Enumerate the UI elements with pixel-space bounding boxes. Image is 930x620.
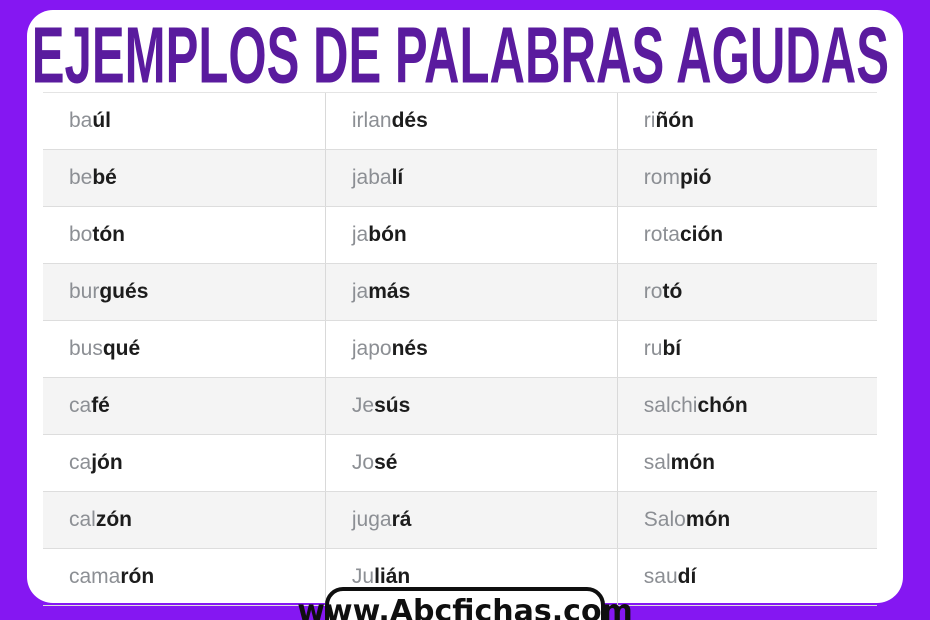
watermark-badge: www.Abcfichas.com <box>297 587 633 620</box>
word-cell: Salomón <box>616 492 877 548</box>
word-stressed-syllable: pió <box>679 166 712 189</box>
word-cell: busqué <box>43 321 325 377</box>
word-prefix: juga <box>351 508 392 531</box>
content-card: EJEMPLOS DE PALABRAS AGUDAS baúl irlandé… <box>27 10 903 606</box>
word-stressed-syllable: lián <box>374 565 411 588</box>
word-stressed-syllable: bón <box>368 223 407 246</box>
word-prefix: ja <box>351 223 369 246</box>
word-stressed-syllable: sús <box>374 394 411 417</box>
word-cell: irlandés <box>324 93 617 149</box>
word-stressed-syllable: lí <box>391 166 404 189</box>
word-stressed-syllable: chón <box>697 394 748 417</box>
word-cell: riñón <box>616 93 877 149</box>
word-cell: burgués <box>43 264 325 320</box>
word-cell: jabalí <box>324 150 617 206</box>
word-cell: rubí <box>616 321 877 377</box>
word-stressed-syllable: món <box>685 508 731 531</box>
word-prefix: ja <box>351 280 369 303</box>
table-row: baúl irlandés riñón <box>43 93 877 149</box>
word-stressed-syllable: tón <box>92 223 126 246</box>
word-stressed-syllable: ción <box>679 223 724 246</box>
word-stressed-syllable: qué <box>102 337 141 360</box>
word-stressed-syllable: bí <box>662 337 682 360</box>
word-prefix: jaba <box>351 166 392 189</box>
word-stressed-syllable: bé <box>92 166 117 189</box>
word-stressed-syllable: sé <box>374 451 398 474</box>
word-stressed-syllable: más <box>368 280 411 303</box>
word-prefix: rom <box>643 166 680 189</box>
word-cell: calzón <box>43 492 325 548</box>
word-prefix: Salo <box>643 508 686 531</box>
table-row: burgués jamás rotó <box>43 263 877 320</box>
word-prefix: ri <box>643 109 656 132</box>
table-row: busqué japonés rubí <box>43 320 877 377</box>
word-cell: Julián <box>324 549 617 605</box>
table-row: calzón jugará Salomón <box>43 491 877 548</box>
word-prefix: rota <box>643 223 680 246</box>
word-stressed-syllable: fé <box>91 394 110 417</box>
table-row: bebé jabalí rompió <box>43 149 877 206</box>
word-stressed-syllable: nés <box>391 337 428 360</box>
word-prefix: salchi <box>643 394 698 417</box>
word-cell: Jesús <box>324 378 617 434</box>
word-prefix: bo <box>69 223 93 246</box>
word-cell: rotación <box>616 207 877 263</box>
word-cell: jamás <box>324 264 617 320</box>
word-cell: cajón <box>43 435 325 491</box>
word-prefix: sau <box>643 565 678 588</box>
word-prefix: bur <box>69 280 100 303</box>
table-row: botón jabón rotación <box>43 206 877 263</box>
word-cell: japonés <box>324 321 617 377</box>
table-row: cajón José salmón <box>43 434 877 491</box>
word-prefix: ru <box>643 337 663 360</box>
table-row: camarón Julián saudí <box>43 548 877 605</box>
word-stressed-syllable: món <box>670 451 715 474</box>
word-prefix: sal <box>643 451 671 474</box>
word-stressed-syllable: dés <box>391 109 428 132</box>
word-prefix: ro <box>643 280 663 303</box>
word-stressed-syllable: tó <box>662 280 683 303</box>
word-stressed-syllable: zón <box>95 508 133 531</box>
word-cell: rotó <box>616 264 877 320</box>
word-prefix: Ju <box>351 565 375 588</box>
word-prefix: irlan <box>351 109 392 132</box>
word-cell: café <box>43 378 325 434</box>
word-cell: José <box>324 435 617 491</box>
word-prefix: ca <box>69 451 92 474</box>
word-cell: botón <box>43 207 325 263</box>
word-cell: salchichón <box>616 378 877 434</box>
word-prefix: ca <box>69 394 92 417</box>
word-stressed-syllable: ñón <box>655 109 694 132</box>
table-row: café Jesús salchichón <box>43 377 877 434</box>
word-cell: bebé <box>43 150 325 206</box>
word-cell: saudí <box>616 549 877 605</box>
word-cell: camarón <box>43 549 325 605</box>
word-stressed-syllable: dí <box>677 565 697 588</box>
word-prefix: be <box>69 166 93 189</box>
words-table: baúl irlandés riñón bebé jabalí rompió b… <box>43 92 877 606</box>
word-cell: rompió <box>616 150 877 206</box>
watermark-text: www.Abcfichas.com <box>297 594 633 620</box>
page-title-wrap: EJEMPLOS DE PALABRAS AGUDAS <box>31 15 888 95</box>
word-cell: baúl <box>43 93 325 149</box>
word-prefix: Je <box>351 394 375 417</box>
word-stressed-syllable: rá <box>391 508 412 531</box>
word-cell: salmón <box>616 435 877 491</box>
word-stressed-syllable: gués <box>99 280 149 303</box>
word-prefix: ba <box>69 109 93 132</box>
word-prefix: japo <box>351 337 392 360</box>
word-prefix: cama <box>69 565 121 588</box>
word-cell: jabón <box>324 207 617 263</box>
word-stressed-syllable: úl <box>92 109 112 132</box>
word-prefix: bus <box>69 337 103 360</box>
word-cell: jugará <box>324 492 617 548</box>
page-title: EJEMPLOS DE PALABRAS AGUDAS <box>31 10 889 100</box>
word-prefix: Jo <box>351 451 375 474</box>
word-stressed-syllable: jón <box>91 451 123 474</box>
word-prefix: cal <box>69 508 96 531</box>
word-stressed-syllable: rón <box>120 565 155 588</box>
